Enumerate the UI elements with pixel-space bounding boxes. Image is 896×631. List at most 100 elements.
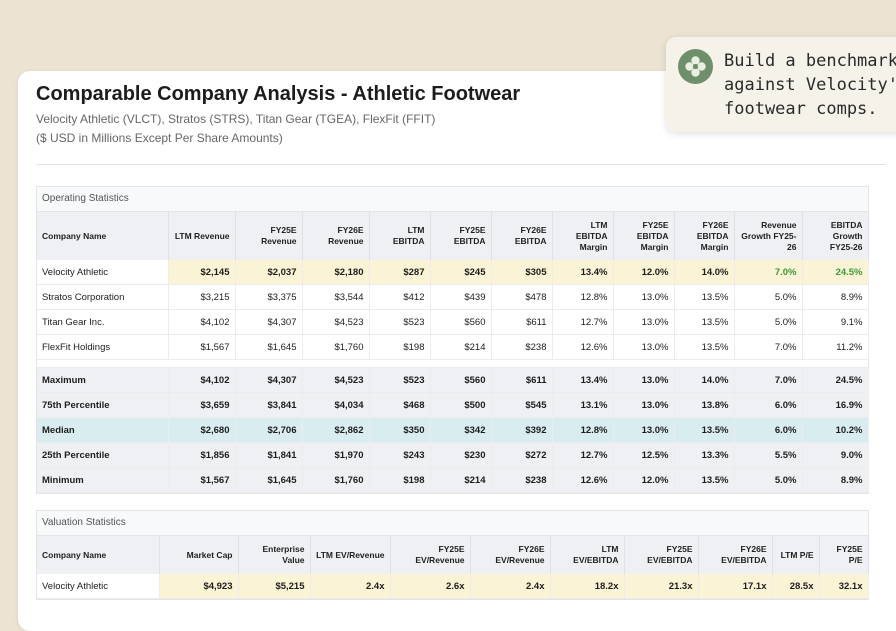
column-header[interactable]: FY25E EV/Revenue [390, 536, 471, 574]
table-row[interactable]: FlexFit Holdings $1,567 $1,645 $1,760 $1… [37, 334, 869, 360]
table-row[interactable]: 25th Percentile $1,856 $1,841 $1,970 $24… [37, 442, 869, 468]
table-cell: $214 [430, 467, 492, 493]
table-cell: $4,523 [302, 367, 370, 393]
table-cell: 13.0% [613, 284, 675, 310]
assistant-avatar [678, 49, 713, 84]
column-header[interactable]: Enterprise Value [238, 536, 311, 574]
table-cell: 2.4x [310, 574, 391, 599]
operating-statistics-section: Operating Statistics Company Name LTM Re… [36, 186, 869, 494]
table-cell: $230 [430, 442, 492, 468]
company-name-cell: Stratos Corporation [37, 284, 169, 310]
table-cell: $478 [491, 284, 553, 310]
table-cell: $3,375 [235, 284, 303, 310]
table-cell: 13.4% [552, 260, 614, 285]
table-row[interactable]: Titan Gear Inc. $4,102 $4,307 $4,523 $52… [37, 309, 869, 335]
table-cell: $412 [369, 284, 431, 310]
page-title: Comparable Company Analysis - Athletic F… [36, 83, 521, 105]
table-cell: $4,923 [159, 574, 239, 599]
table-row[interactable]: Velocity Athletic $2,145 $2,037 $2,180 $… [37, 260, 869, 285]
table-cell: 13.0% [613, 309, 675, 335]
table-cell: 7.0% [734, 334, 803, 360]
table-cell: $1,841 [235, 442, 303, 468]
column-header[interactable]: FY26E EBITDA [491, 212, 553, 260]
chat-line: against Velocity's at [724, 75, 896, 95]
table-cell: 24.5% [802, 367, 869, 393]
table-cell: 6.0% [734, 417, 803, 443]
column-header[interactable]: FY25E P/E [819, 536, 869, 574]
table-cell: $523 [369, 309, 431, 335]
table-row[interactable]: Maximum $4,102 $4,307 $4,523 $523 $560 $… [37, 367, 869, 393]
table-cell: 17.1x [698, 574, 773, 599]
column-header[interactable]: FY25E EBITDA [430, 212, 492, 260]
median-row[interactable]: Median $2,680 $2,706 $2,862 $350 $342 $3… [37, 417, 869, 443]
table-cell: 18.2x [550, 574, 625, 599]
table-cell: $350 [369, 417, 431, 443]
column-header[interactable]: FY25E EV/EBITDA [624, 536, 699, 574]
table-cell: $238 [491, 334, 553, 360]
column-header[interactable]: FY26E EBITDA Margin [674, 212, 735, 260]
table-cell: $214 [430, 334, 492, 360]
column-header[interactable]: LTM EV/EBITDA [550, 536, 625, 574]
column-header[interactable]: LTM EBITDA [369, 212, 431, 260]
table-cell: $1,645 [235, 334, 303, 360]
column-header[interactable]: FY26E EV/Revenue [470, 536, 551, 574]
table-cell: $611 [491, 309, 553, 335]
table-cell: $4,307 [235, 309, 303, 335]
table-cell: 9.0% [802, 442, 869, 468]
column-header[interactable]: LTM P/E [772, 536, 820, 574]
column-header[interactable]: EBITDA Growth FY25-26 [802, 212, 869, 260]
column-header[interactable]: Company Name [37, 536, 160, 574]
table-cell: $4,102 [168, 367, 236, 393]
table-cell: 13.1% [552, 392, 614, 418]
table-cell: 13.0% [613, 417, 675, 443]
company-name-cell: Titan Gear Inc. [37, 309, 169, 335]
table-cell: 13.4% [552, 367, 614, 393]
table-cell: 6.0% [734, 392, 803, 418]
table-cell: $560 [430, 367, 492, 393]
table-cell: $392 [491, 417, 553, 443]
valuation-section-title: Valuation Statistics [37, 511, 868, 536]
table-cell: 5.5% [734, 442, 803, 468]
column-header[interactable]: LTM Revenue [168, 212, 236, 260]
table-cell: 13.5% [674, 309, 735, 335]
column-header[interactable]: LTM EV/Revenue [310, 536, 391, 574]
table-cell: $2,180 [302, 260, 370, 285]
table-cell: 13.0% [613, 334, 675, 360]
table-row[interactable]: Stratos Corporation $3,215 $3,375 $3,544… [37, 284, 869, 310]
table-cell: 2.4x [470, 574, 551, 599]
table-cell: 10.2% [802, 417, 869, 443]
table-cell: $500 [430, 392, 492, 418]
column-header[interactable]: Company Name [37, 212, 169, 260]
company-name-cell: Velocity Athletic [37, 260, 169, 285]
column-header[interactable]: Revenue Growth FY25-26 [734, 212, 803, 260]
operating-table: Company Name LTM Revenue FY25E Revenue F… [37, 212, 869, 493]
table-cell: $2,680 [168, 417, 236, 443]
column-header[interactable]: FY26E Revenue [302, 212, 370, 260]
table-cell: 5.0% [734, 309, 803, 335]
table-row[interactable]: Minimum $1,567 $1,645 $1,760 $198 $214 $… [37, 467, 869, 493]
table-cell: 2.6x [390, 574, 471, 599]
table-row[interactable]: 75th Percentile $3,659 $3,841 $4,034 $46… [37, 392, 869, 418]
valuation-statistics-section: Valuation Statistics Company Name Market… [36, 510, 869, 600]
column-header[interactable]: FY25E EBITDA Margin [613, 212, 675, 260]
table-cell: $3,215 [168, 284, 236, 310]
operating-header-row: Company Name LTM Revenue FY25E Revenue F… [37, 212, 869, 260]
column-header[interactable]: LTM EBITDA Margin [552, 212, 614, 260]
table-cell: $3,659 [168, 392, 236, 418]
table-cell: 32.1x [819, 574, 869, 599]
table-cell: 13.8% [674, 392, 735, 418]
table-cell: $1,645 [235, 467, 303, 493]
column-header[interactable]: FY26E EV/EBITDA [698, 536, 773, 574]
table-cell: 21.3x [624, 574, 699, 599]
table-cell: $5,215 [238, 574, 311, 599]
table-cell: 5.0% [734, 284, 803, 310]
column-header[interactable]: Market Cap [159, 536, 239, 574]
table-cell: $2,037 [235, 260, 303, 285]
table-row[interactable]: Velocity Athletic $4,923 $5,215 2.4x 2.6… [37, 574, 869, 599]
table-cell: 11.2% [802, 334, 869, 360]
stat-name-cell: 75th Percentile [37, 392, 169, 418]
table-cell: 14.0% [674, 260, 735, 285]
column-header[interactable]: FY25E Revenue [235, 212, 303, 260]
table-cell: $1,760 [302, 467, 370, 493]
table-cell: 5.0% [734, 467, 803, 493]
